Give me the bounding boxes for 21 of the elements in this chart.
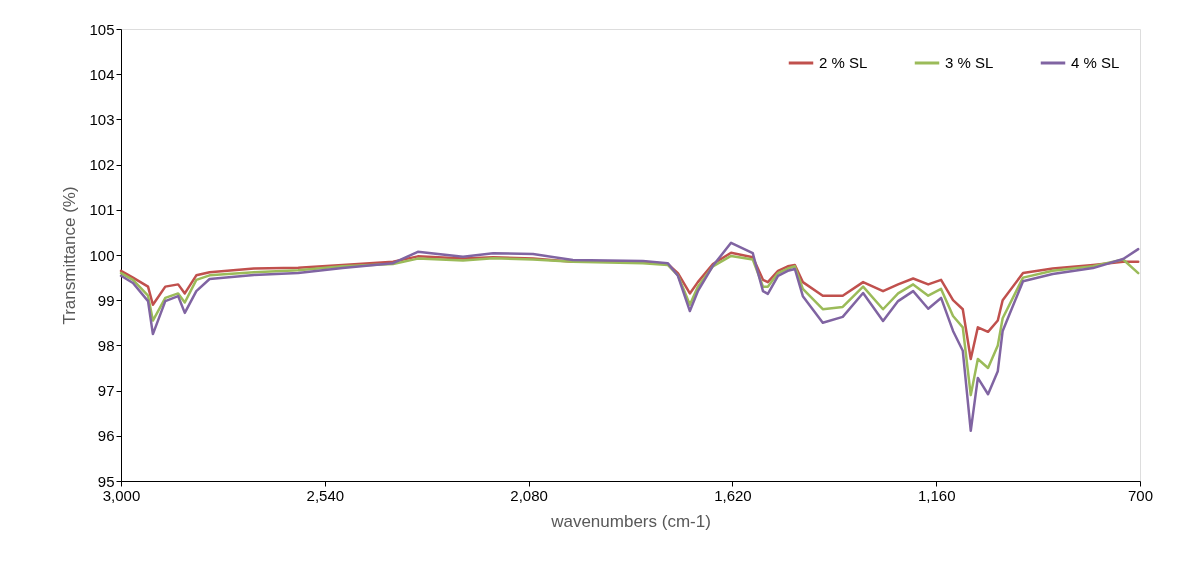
y-tick-label: 100 — [89, 246, 115, 264]
x-tick-label: 1,620 — [714, 486, 752, 504]
legend-label: 4 % SL — [1071, 54, 1120, 71]
legend-label: 2 % SL — [819, 54, 868, 71]
y-tick-label: 97 — [97, 382, 115, 400]
y-tick-label: 102 — [89, 156, 115, 174]
y-tick-label: 101 — [89, 201, 115, 219]
legend-label: 3 % SL — [945, 54, 994, 71]
line-series — [119, 241, 1140, 433]
x-tick-label: 2,080 — [510, 486, 548, 504]
y-tick-label: 104 — [89, 65, 115, 83]
y-tick-label: 98 — [97, 336, 115, 354]
y-tick-label: 99 — [97, 291, 115, 309]
y-tick-label: 96 — [97, 427, 115, 445]
x-tick-label: 2,540 — [306, 486, 345, 504]
x-tick-label: 700 — [1127, 486, 1154, 504]
y-axis-title: Transmittance (%) — [60, 186, 80, 325]
x-tick-label: 1,160 — [917, 486, 956, 504]
y-tick-label: 105 — [89, 20, 115, 38]
y-tick-label: 103 — [89, 110, 115, 128]
x-axis-title: wavenumbers (cm-1) — [550, 511, 711, 531]
